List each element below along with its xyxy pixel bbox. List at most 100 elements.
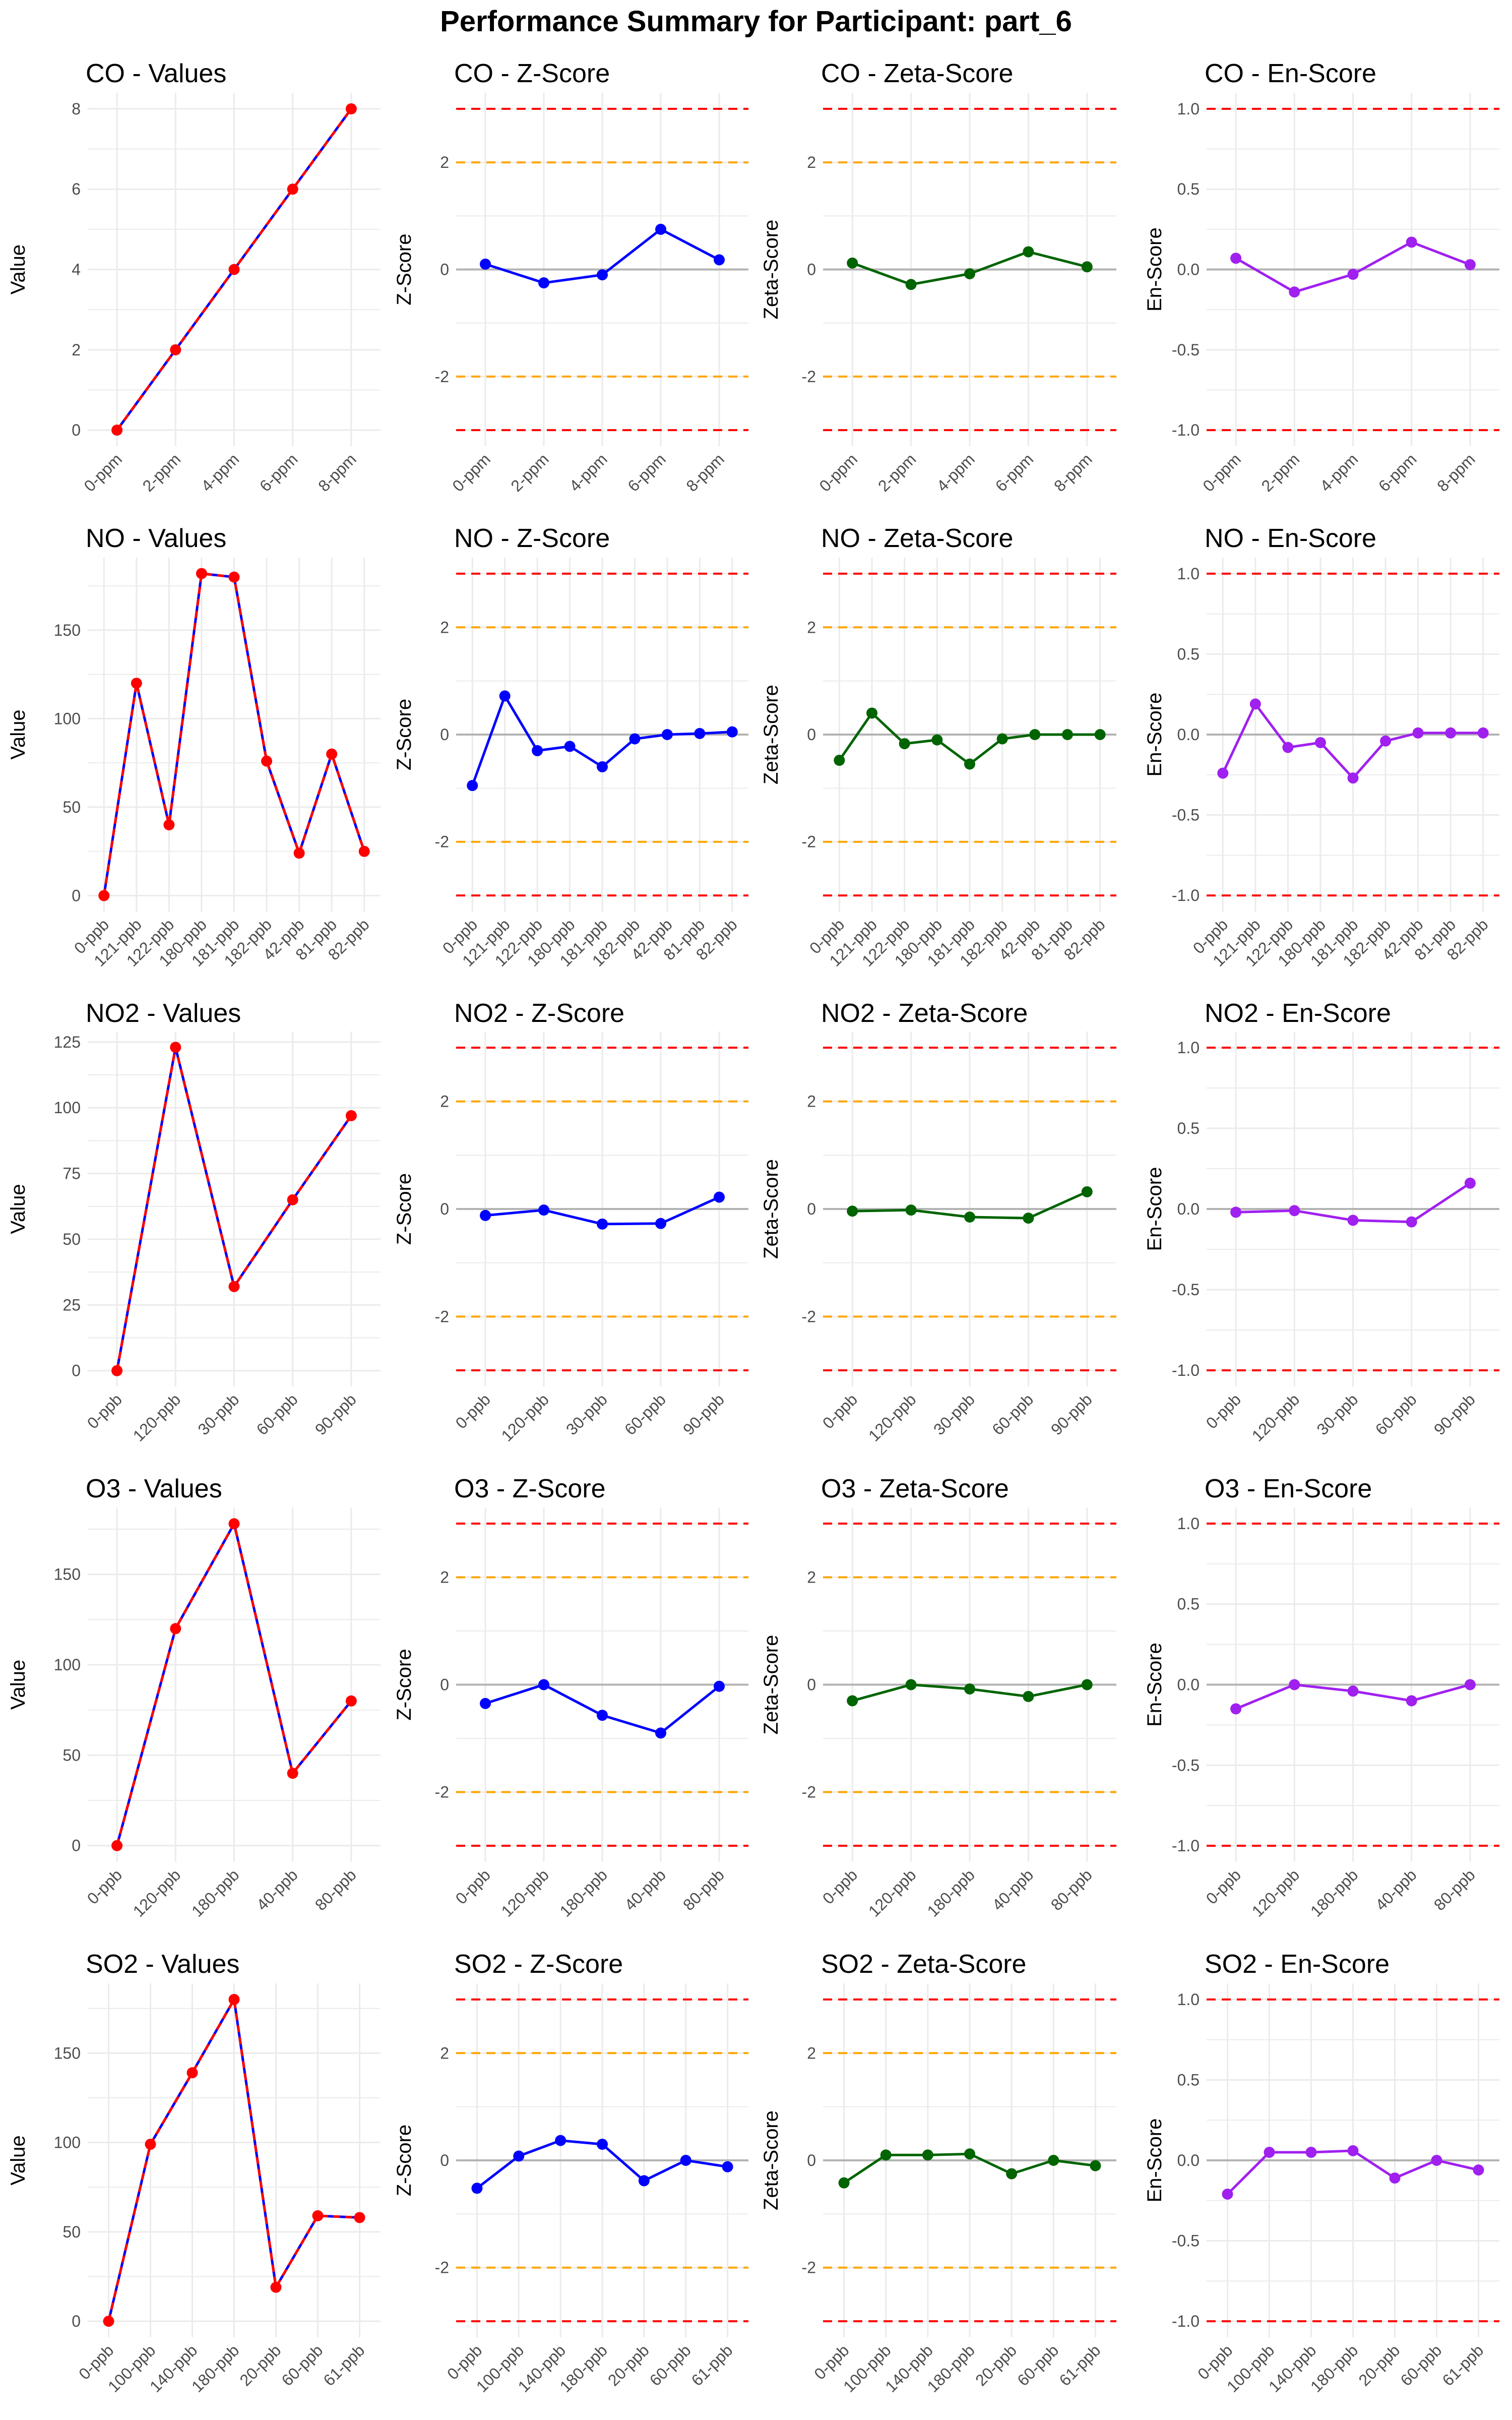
y-axis-label: Value [7,245,29,294]
y-axis-label: Zeta-Score [760,1635,782,1735]
data-point [170,1623,181,1635]
data-point [1445,727,1457,739]
data-point [1347,1215,1359,1226]
data-point [597,269,608,281]
data-point [1023,246,1034,258]
data-point [1023,1213,1034,1224]
data-point [597,1218,608,1230]
y-tick-label: -2 [802,2259,816,2277]
panel-title: NO - Zeta-Score [821,524,1013,553]
panel-title: NO - En-Score [1205,524,1376,553]
y-tick-label: 0.0 [1177,1200,1200,1218]
y-tick-label: 0.0 [1177,261,1200,279]
data-point [847,1695,858,1707]
data-point [111,1365,123,1376]
data-point [1230,253,1242,264]
y-tick-label: 100 [54,1656,81,1674]
data-point [555,2135,566,2146]
data-point [1081,261,1093,273]
data-point [1081,1186,1093,1197]
y-tick-label: 6 [72,180,81,198]
y-tick-label: 0.0 [1177,725,1200,744]
y-tick-label: 50 [62,2223,81,2241]
y-axis-label: En-Score [1144,693,1166,777]
panel-title: O3 - Zeta-Score [821,1474,1009,1503]
y-axis-label: Zeta-Score [760,220,782,320]
y-tick-label: 0 [807,2151,816,2169]
y-tick-label: 100 [54,2134,81,2152]
data-point [880,2149,892,2161]
panel-title: O3 - Values [86,1474,222,1503]
data-point [680,2155,691,2166]
panel-title: O3 - Z-Score [454,1474,606,1503]
y-tick-label: 0 [72,1362,81,1380]
y-tick-label: 0.0 [1177,1676,1200,1694]
y-tick-label: -1.0 [1172,1361,1200,1379]
data-point [1347,772,1359,784]
y-tick-label: 0 [72,886,81,904]
data-point [538,277,549,289]
y-tick-label: 0.0 [1177,2151,1200,2169]
data-point [964,758,975,770]
data-point [103,2316,114,2327]
y-tick-label: -2 [435,1783,449,1801]
data-point [1090,2160,1101,2171]
y-tick-label: 0 [72,1837,81,1855]
y-tick-label: 2 [440,1093,449,1111]
panel-title: NO2 - En-Score [1205,999,1391,1028]
y-tick-label: -1.0 [1172,1837,1200,1855]
y-tick-label: -2 [435,368,449,386]
data-point [655,1218,666,1229]
data-point [228,1993,240,2005]
data-point [638,2175,650,2187]
data-point [98,890,110,901]
data-point [629,733,641,745]
y-tick-label: 2 [807,1568,816,1586]
panel-title: CO - Zeta-Score [821,59,1013,88]
y-tick-label: 2 [807,2044,816,2062]
y-axis-label: Zeta-Score [760,685,782,784]
data-point [499,690,511,702]
data-point [1006,2168,1018,2180]
data-point [905,1679,917,1690]
data-point [1380,735,1392,747]
y-tick-label: -2 [802,833,816,851]
y-tick-label: -0.5 [1172,341,1200,359]
data-point [111,1840,123,1851]
data-point [1289,286,1300,298]
y-tick-label: 2 [440,153,449,171]
data-point [170,1042,181,1053]
data-point [228,1281,240,1292]
data-point [287,184,298,195]
panel-title: NO2 - Zeta-Score [821,999,1028,1028]
data-point [1431,2155,1442,2166]
y-tick-label: 1.0 [1177,1515,1200,1533]
data-point [1347,2145,1359,2156]
y-tick-label: 2 [807,618,816,636]
data-point [722,2161,733,2172]
data-point [1282,742,1294,753]
data-point [326,748,338,760]
y-tick-label: 150 [54,621,81,639]
y-tick-label: 0 [440,1676,449,1694]
data-point [597,2139,608,2150]
data-point [480,1698,491,1709]
y-tick-label: -0.5 [1172,1281,1200,1299]
data-point [170,344,181,355]
y-axis-label: Z-Score [393,2125,415,2196]
y-tick-label: -0.5 [1172,1756,1200,1774]
page-title: Performance Summary for Participant: par… [440,5,1072,38]
data-point [196,568,207,579]
data-point [270,2281,282,2293]
panel-title: SO2 - En-Score [1205,1950,1390,1979]
data-point [694,728,706,739]
data-point [467,780,478,792]
y-tick-label: 150 [54,1565,81,1584]
data-point [655,1727,666,1739]
y-tick-label: 1.0 [1177,565,1200,583]
y-tick-label: 2 [440,618,449,636]
data-point [834,755,845,766]
y-tick-label: 0.5 [1177,2071,1200,2089]
data-point [1062,729,1073,740]
data-point [1406,236,1417,248]
